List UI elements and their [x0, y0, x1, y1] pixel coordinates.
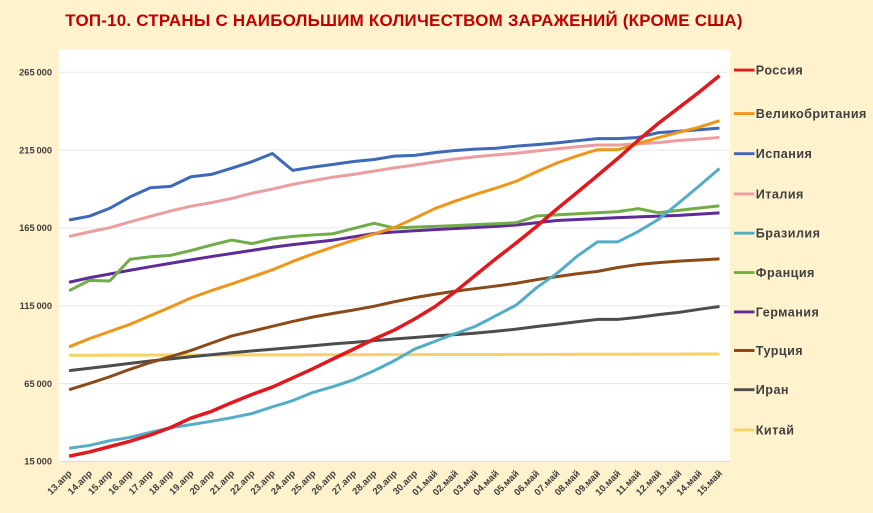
svg-text:Испания: Испания: [756, 147, 813, 161]
svg-text:Франция: Франция: [756, 266, 815, 280]
svg-text:65 000: 65 000: [24, 379, 52, 389]
svg-text:115 000: 115 000: [20, 301, 52, 311]
svg-text:Италия: Италия: [756, 187, 804, 201]
svg-text:Турция: Турция: [756, 344, 803, 358]
svg-text:15 000: 15 000: [24, 457, 52, 467]
svg-text:Россия: Россия: [756, 64, 803, 78]
svg-text:Бразилия: Бразилия: [756, 227, 821, 241]
svg-text:215 000: 215 000: [19, 145, 52, 155]
svg-text:Иран: Иран: [756, 383, 789, 397]
svg-text:165 000: 165 000: [19, 223, 52, 233]
svg-text:Великобритания: Великобритания: [756, 107, 867, 121]
svg-text:Китай: Китай: [756, 423, 795, 437]
svg-text:ТОП-10. СТРАНЫ С НАИБОЛЬШИМ КО: ТОП-10. СТРАНЫ С НАИБОЛЬШИМ КОЛИЧЕСТВОМ …: [65, 11, 742, 30]
svg-text:Германия: Германия: [756, 305, 819, 319]
svg-text:265 000: 265 000: [19, 68, 52, 78]
